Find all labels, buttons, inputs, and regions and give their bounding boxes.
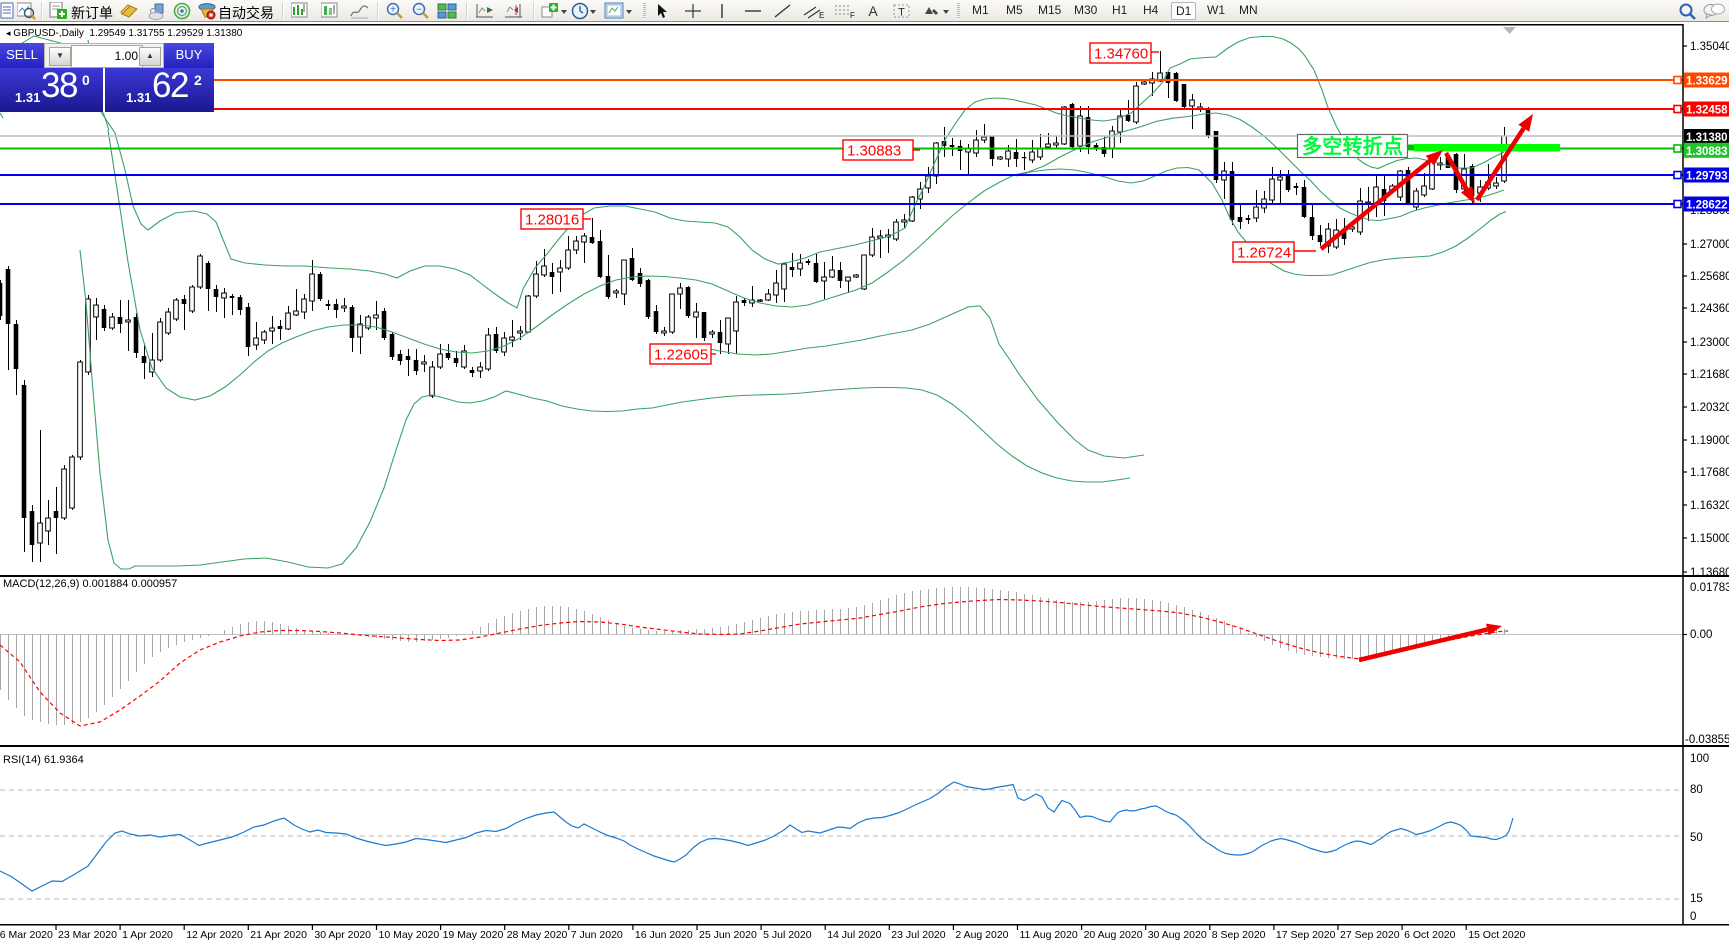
svg-text:1.27000: 1.27000	[1690, 239, 1729, 251]
svg-text:E: E	[819, 11, 824, 20]
svg-text:23 Mar 2020: 23 Mar 2020	[58, 929, 117, 941]
svg-text:50: 50	[1690, 832, 1703, 844]
svg-text:100: 100	[1690, 753, 1709, 765]
svg-text:0.00: 0.00	[1690, 629, 1712, 641]
svg-text:23 Jul 2020: 23 Jul 2020	[891, 929, 945, 941]
svg-text:1.30883: 1.30883	[1686, 146, 1728, 158]
svg-text:1.23000: 1.23000	[1690, 337, 1729, 349]
svg-text:7 Jun 2020: 7 Jun 2020	[571, 929, 623, 941]
svg-text:2 Aug 2020: 2 Aug 2020	[955, 929, 1008, 941]
svg-text:1.35040: 1.35040	[1690, 41, 1729, 53]
svg-text:1.25680: 1.25680	[1690, 271, 1729, 283]
svg-text:6 Oct 2020: 6 Oct 2020	[1404, 929, 1456, 941]
svg-text:1.32458: 1.32458	[1686, 105, 1728, 117]
svg-text:14 Jul 2020: 14 Jul 2020	[827, 929, 881, 941]
svg-text:20 Aug 2020: 20 Aug 2020	[1084, 929, 1143, 941]
svg-text:1.33629: 1.33629	[1686, 76, 1728, 88]
svg-text:−: −	[416, 5, 422, 16]
svg-text:28 May 2020: 28 May 2020	[507, 929, 568, 941]
svg-text:16 Jun 2020: 16 Jun 2020	[635, 929, 693, 941]
svg-text:F: F	[850, 11, 855, 20]
svg-text:8 Sep 2020: 8 Sep 2020	[1212, 929, 1266, 941]
svg-text:11 Aug 2020: 11 Aug 2020	[1020, 929, 1078, 941]
svg-text:1.28622: 1.28622	[1686, 200, 1728, 212]
svg-text:0: 0	[1690, 911, 1696, 923]
svg-text:1.28016: 1.28016	[525, 212, 579, 229]
svg-text:+: +	[390, 5, 396, 16]
svg-text:1.31380: 1.31380	[1686, 132, 1728, 144]
svg-text:5 Jul 2020: 5 Jul 2020	[763, 929, 812, 941]
svg-text:27 Sep 2020: 27 Sep 2020	[1340, 929, 1400, 941]
svg-text:17 Sep 2020: 17 Sep 2020	[1276, 929, 1336, 941]
svg-text:1.26724: 1.26724	[1237, 245, 1291, 262]
svg-text:12 Apr 2020: 12 Apr 2020	[186, 929, 243, 941]
svg-text:80: 80	[1690, 784, 1703, 796]
svg-text:1.13680: 1.13680	[1690, 567, 1729, 579]
svg-text:1.30883: 1.30883	[847, 143, 901, 160]
svg-text:1.24360: 1.24360	[1690, 303, 1729, 315]
svg-text:30 Aug 2020: 30 Aug 2020	[1148, 929, 1207, 941]
svg-text:0.017833: 0.017833	[1690, 582, 1729, 594]
svg-text:1.20320: 1.20320	[1690, 402, 1729, 414]
svg-text:1.21680: 1.21680	[1690, 369, 1729, 381]
svg-text:1.16320: 1.16320	[1690, 500, 1729, 512]
svg-text:多空转折点: 多空转折点	[1302, 134, 1403, 158]
svg-text:1.19000: 1.19000	[1690, 435, 1729, 447]
svg-text:1 Apr 2020: 1 Apr 2020	[122, 929, 173, 941]
svg-text:RSI(14) 61.9364: RSI(14) 61.9364	[3, 754, 84, 766]
svg-text:15 Oct 2020: 15 Oct 2020	[1468, 929, 1525, 941]
svg-text:T: T	[898, 7, 905, 19]
svg-text:1.22605: 1.22605	[654, 347, 708, 364]
svg-text:19 May 2020: 19 May 2020	[443, 929, 504, 941]
svg-text:1.34760: 1.34760	[1094, 46, 1148, 63]
svg-text:-0.038559: -0.038559	[1685, 734, 1729, 746]
svg-text:25 Jun 2020: 25 Jun 2020	[699, 929, 757, 941]
svg-text:21 Apr 2020: 21 Apr 2020	[250, 929, 307, 941]
svg-text:1.29793: 1.29793	[1686, 171, 1728, 183]
svg-text:16 Mar 2020: 16 Mar 2020	[0, 929, 53, 941]
svg-text:1.17680: 1.17680	[1690, 467, 1729, 479]
svg-text:A: A	[868, 3, 878, 19]
svg-text:10 May 2020: 10 May 2020	[379, 929, 440, 941]
svg-text:30 Apr 2020: 30 Apr 2020	[314, 929, 371, 941]
svg-text:1.15000: 1.15000	[1690, 533, 1729, 545]
svg-text:15: 15	[1690, 893, 1703, 905]
svg-text:MACD(12,26,9) 0.001884 0.00095: MACD(12,26,9) 0.001884 0.000957	[3, 578, 177, 590]
